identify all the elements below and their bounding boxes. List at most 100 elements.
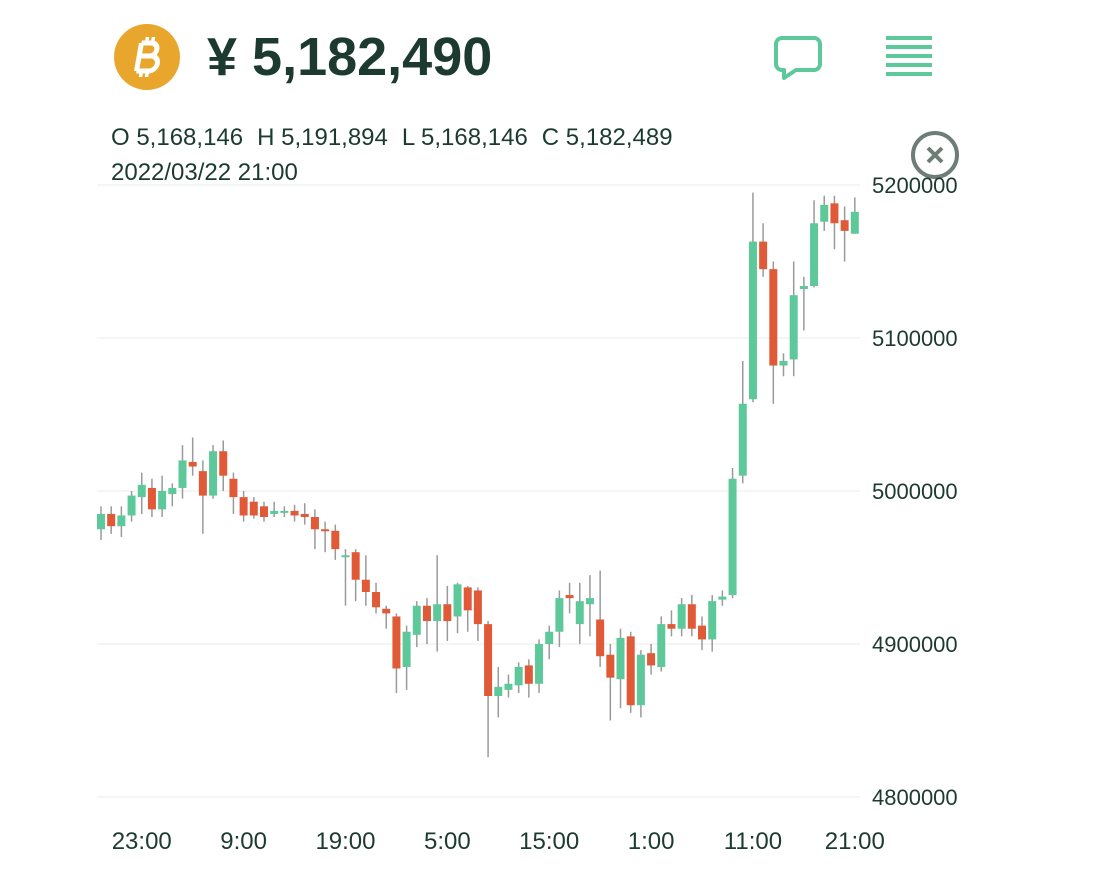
date: 2022/03/22 21:00 xyxy=(111,159,298,186)
candle-body xyxy=(433,604,442,622)
x-tick-label: 23:00 xyxy=(112,828,172,855)
candle-body xyxy=(321,529,330,532)
candle-body xyxy=(687,604,696,629)
candle-body xyxy=(209,451,218,496)
candle-body xyxy=(422,605,431,622)
candle-body xyxy=(616,637,625,680)
candle-body xyxy=(188,461,197,467)
y-tick-label: 5000000 xyxy=(872,479,958,504)
candle-body xyxy=(799,285,808,290)
candle-body xyxy=(147,487,156,510)
y-tick-label: 4800000 xyxy=(872,785,958,810)
candle-body xyxy=(127,495,136,516)
price: ¥ 5,182,490 xyxy=(207,27,492,87)
candle-body xyxy=(667,624,676,629)
candle-body xyxy=(504,683,513,690)
candle-body xyxy=(392,616,401,669)
candle-body xyxy=(300,513,309,518)
candle-body xyxy=(708,601,717,640)
candle-body xyxy=(789,295,798,360)
candle-body xyxy=(820,204,829,222)
candle-body xyxy=(698,625,707,640)
candle-body xyxy=(229,478,238,498)
candle-body xyxy=(402,631,411,667)
candle-body xyxy=(382,608,391,614)
candle-body xyxy=(473,590,482,625)
candle-body xyxy=(840,220,849,231)
candle-body xyxy=(331,530,340,550)
x-tick-label: 19:00 xyxy=(315,828,375,855)
coin-icon xyxy=(114,24,180,90)
x-tick-label: 9:00 xyxy=(220,828,267,855)
candle-body xyxy=(178,460,187,488)
candle-body xyxy=(290,510,299,516)
candle-body xyxy=(372,591,381,608)
candle-body xyxy=(555,598,564,632)
candle-body xyxy=(636,654,645,706)
candle-body xyxy=(249,501,258,516)
candle-body xyxy=(596,619,605,657)
candle-body xyxy=(117,515,126,527)
x-tick-label: 11:00 xyxy=(724,828,782,855)
candle-body xyxy=(494,686,503,697)
x-tick-label: 15:00 xyxy=(519,828,579,855)
x-tick-label: 5:00 xyxy=(424,828,471,855)
candle-body xyxy=(412,605,421,635)
candle-body xyxy=(535,644,544,684)
candle-body xyxy=(545,631,554,644)
ohlc-info: O 5,168,146 H 5,191,894 L 5,168,146 C 5,182… xyxy=(111,124,673,151)
candle-body xyxy=(657,624,666,667)
candle-body xyxy=(677,604,686,629)
candle-body xyxy=(748,241,757,400)
y-tick-label: 4900000 xyxy=(872,632,958,657)
candle-body xyxy=(341,555,350,558)
candle-body xyxy=(514,666,523,686)
candle-body xyxy=(310,517,319,530)
candle-body xyxy=(779,360,788,366)
candle-body xyxy=(259,506,268,518)
candle-body xyxy=(718,596,727,600)
candle-body xyxy=(565,595,574,599)
candle-body xyxy=(524,665,533,684)
candle-body xyxy=(137,484,146,498)
x-tick-label: 21:00 xyxy=(825,828,885,855)
candle-body xyxy=(280,510,289,513)
candle-body xyxy=(351,552,360,580)
candle-body xyxy=(769,269,778,366)
candle-body xyxy=(626,636,635,706)
candle-body xyxy=(270,510,279,514)
candle-body xyxy=(107,513,116,527)
candle-body xyxy=(453,584,462,617)
candle-body xyxy=(198,471,207,496)
candle-body xyxy=(759,241,768,270)
candle-body xyxy=(585,598,594,605)
candle-body xyxy=(484,624,493,697)
candle-body xyxy=(850,211,859,234)
candle-body xyxy=(810,223,819,286)
ohlc-label: L 5,168,146 xyxy=(402,124,528,151)
y-tick-label: 5100000 xyxy=(872,326,958,351)
y-tick-label: 5200000 xyxy=(872,173,958,198)
candle-body xyxy=(728,478,737,596)
candle-body xyxy=(463,587,472,611)
candle-body xyxy=(168,487,177,495)
x-tick-label: 1:00 xyxy=(628,828,675,855)
chat-button[interactable] xyxy=(774,36,822,80)
close-button[interactable] xyxy=(911,131,959,179)
candle-body xyxy=(575,601,584,625)
candle-body xyxy=(647,653,656,666)
candle-body xyxy=(97,513,105,530)
ohlc-label: C 5,182,489 xyxy=(542,124,673,151)
candle-body xyxy=(361,579,370,592)
candle-body xyxy=(158,491,167,510)
menu-button[interactable] xyxy=(886,36,932,76)
candle-body xyxy=(239,497,248,516)
candle-body xyxy=(830,203,839,224)
candle-body xyxy=(443,604,452,622)
candle-body xyxy=(738,403,747,476)
candle-body xyxy=(606,654,615,678)
ohlc-label: O 5,168,146 xyxy=(111,124,243,151)
ohlc-label: H 5,191,894 xyxy=(257,124,388,151)
